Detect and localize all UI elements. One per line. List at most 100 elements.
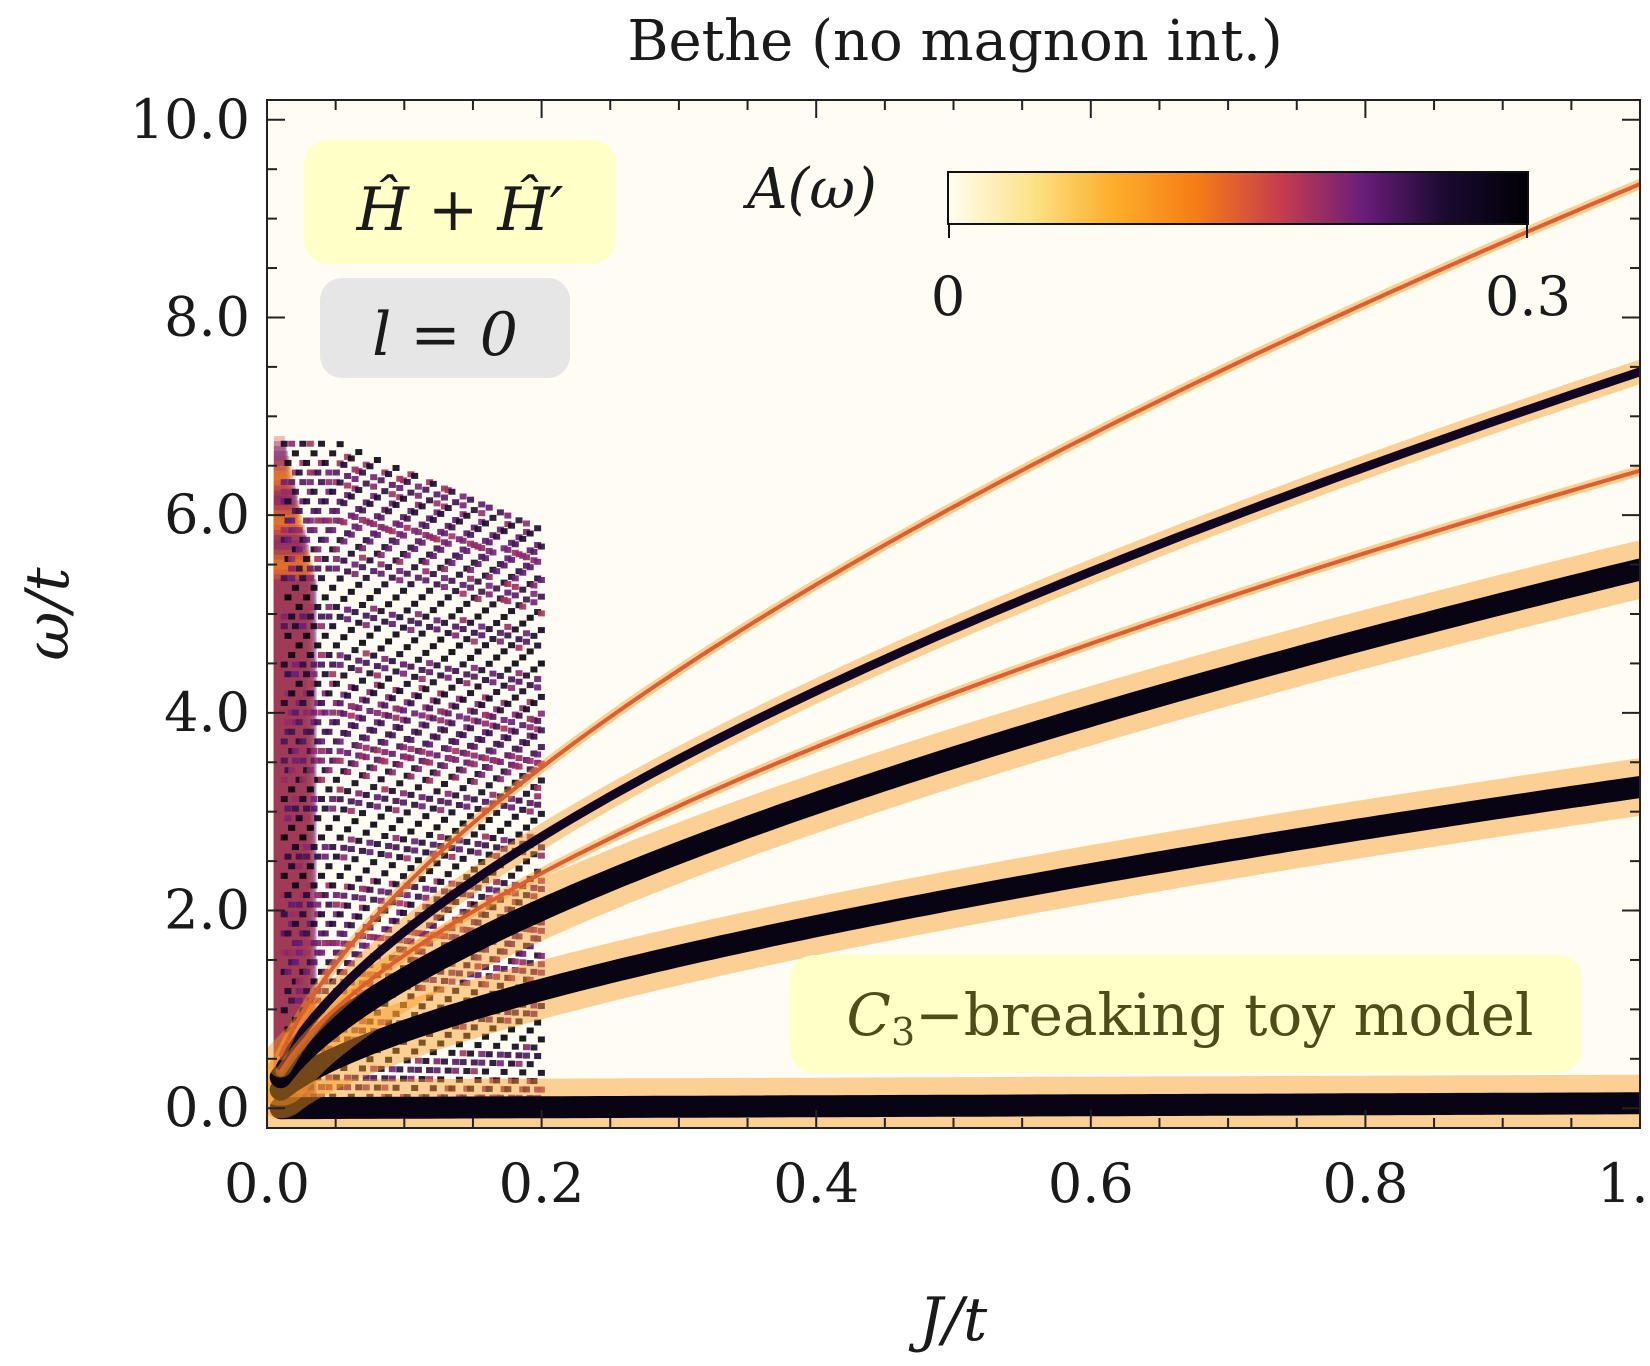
heatmap-cell — [321, 498, 329, 505]
heatmap-cell — [459, 661, 467, 668]
heatmap-cell — [332, 853, 340, 860]
heatmap-cell — [496, 827, 504, 834]
heatmap-cell — [459, 891, 467, 898]
heatmap-cell — [426, 750, 434, 757]
heatmap-cell — [332, 479, 340, 486]
heatmap-cell — [340, 557, 348, 564]
heatmap-cell — [485, 1051, 493, 1058]
heatmap-cell — [407, 773, 415, 780]
heatmap-cell — [317, 949, 325, 956]
heatmap-cell — [411, 838, 419, 845]
heatmap-cell — [440, 888, 448, 895]
heatmap-cell — [325, 517, 333, 524]
heatmap-cell — [429, 1049, 437, 1056]
heatmap-cell — [284, 892, 292, 899]
heatmap-cell — [500, 1068, 508, 1075]
heatmap-cell — [418, 757, 426, 764]
heatmap-cell — [496, 509, 504, 516]
heatmap-cell — [422, 613, 430, 620]
heatmap-cell — [459, 785, 467, 792]
heatmap-cell — [519, 772, 527, 779]
heatmap-cell — [306, 882, 314, 889]
heatmap-cell — [288, 767, 296, 774]
heatmap-cell — [440, 691, 448, 698]
heatmap-cell — [530, 893, 538, 900]
heatmap-cell — [504, 546, 512, 553]
heatmap-cell — [537, 543, 545, 550]
heatmap-cell — [493, 1042, 501, 1049]
heatmap-cell — [500, 699, 508, 706]
heatmap-cell — [418, 794, 426, 801]
heatmap-cell — [474, 770, 482, 777]
heatmap-cell — [381, 506, 389, 513]
heatmap-cell — [403, 680, 411, 687]
heatmap-cell — [396, 900, 404, 907]
heatmap-cell — [481, 537, 489, 544]
heatmap-cell — [329, 623, 337, 630]
heatmap-cell — [522, 824, 530, 831]
heatmap-cell — [459, 1023, 467, 1030]
heatmap-cell — [411, 564, 419, 571]
heatmap-cell — [295, 565, 303, 572]
heatmap-cell — [314, 901, 322, 908]
heatmap-cell — [373, 803, 381, 810]
heatmap-cell — [426, 497, 434, 504]
heatmap-cell — [452, 934, 460, 941]
heatmap-cell — [493, 585, 501, 592]
heatmap-cell — [399, 477, 407, 484]
heatmap-cell — [381, 1075, 389, 1082]
heatmap-cell — [291, 546, 299, 553]
heatmap-cell — [481, 764, 489, 771]
heatmap-cell — [358, 564, 366, 571]
heatmap-cell — [358, 980, 366, 987]
heatmap-cell — [530, 582, 538, 589]
heatmap-cell — [489, 791, 497, 798]
heatmap-cell — [385, 852, 393, 859]
heatmap-cell — [534, 642, 542, 649]
heatmap-cell — [351, 704, 359, 711]
heatmap-cell — [299, 872, 307, 879]
heatmap-cell — [325, 959, 333, 966]
heatmap-cell — [355, 657, 363, 664]
heatmap-cell — [537, 927, 545, 934]
heatmap-cell — [291, 623, 299, 630]
heatmap-cell — [519, 586, 527, 593]
heatmap-cell — [310, 450, 318, 457]
heatmap-cell — [433, 878, 441, 885]
heatmap-cell — [280, 498, 288, 505]
heatmap-cell — [280, 699, 288, 706]
heatmap-cell — [504, 521, 512, 528]
heatmap-cell — [377, 570, 385, 577]
heatmap-cell — [377, 851, 385, 858]
heatmap-cell — [515, 831, 523, 838]
heatmap-cell — [530, 590, 538, 597]
heatmap-cell — [463, 1085, 471, 1092]
heatmap-cell — [310, 546, 318, 553]
heatmap-cell — [358, 715, 366, 722]
heatmap-cell — [317, 1084, 325, 1091]
heatmap-cell — [321, 555, 329, 562]
heatmap-cell — [426, 922, 434, 929]
heatmap-cell — [284, 632, 292, 639]
heatmap-cell — [414, 501, 422, 508]
heatmap-cell — [433, 896, 441, 903]
heatmap-cell — [388, 1066, 396, 1073]
heatmap-cell — [444, 755, 452, 762]
heatmap-cell — [291, 671, 299, 678]
heatmap-cell — [321, 536, 329, 543]
heatmap-cell — [515, 670, 523, 677]
heatmap-cell — [370, 483, 378, 490]
heatmap-cell — [459, 732, 467, 739]
heatmap-cell — [317, 459, 325, 466]
heatmap-cell — [429, 733, 437, 740]
heatmap-cell — [496, 793, 504, 800]
heatmap-cell — [478, 859, 486, 866]
heatmap-cell — [470, 507, 478, 514]
heatmap-cell — [377, 813, 385, 820]
heatmap-cell — [399, 744, 407, 751]
heatmap-cell — [459, 855, 467, 862]
heatmap-cell — [366, 839, 374, 846]
heatmap-cell — [470, 524, 478, 531]
heatmap-cell — [288, 920, 296, 927]
heatmap-cell — [489, 1077, 497, 1084]
